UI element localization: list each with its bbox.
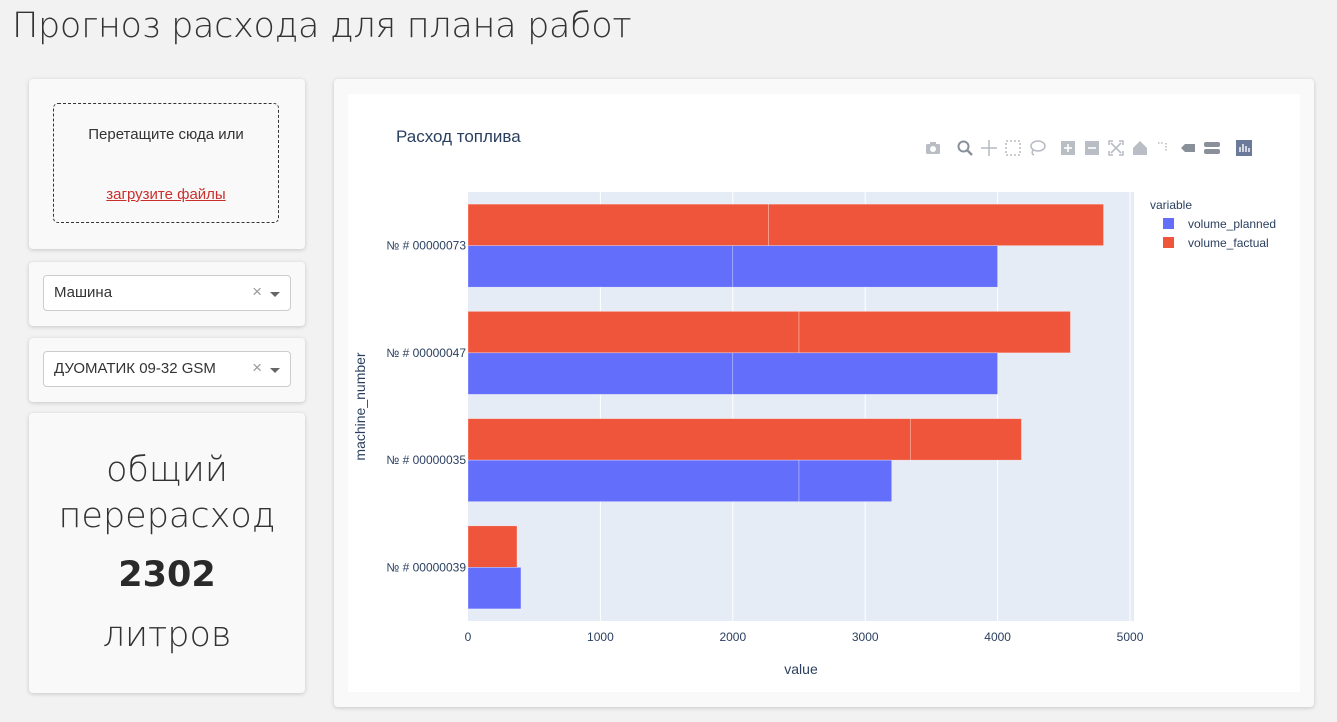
x-tick-label: 5000 — [1117, 630, 1144, 644]
bar-volume_planned-1-1 — [732, 352, 998, 395]
y-tick-label: № # 00000039 — [386, 560, 466, 574]
bar-volume_planned-2-0 — [467, 459, 800, 502]
chart-legend: variable volume_planned volume_factual — [1150, 198, 1276, 250]
home-icon[interactable] — [1131, 139, 1149, 157]
upload-files-link[interactable]: загрузите файлы — [106, 186, 226, 203]
x-axis-title: value — [784, 661, 818, 677]
machine-type-selected-value: Машина — [54, 284, 113, 301]
x-tick-label: 3000 — [852, 630, 879, 644]
zoom-out-icon[interactable] — [1083, 139, 1101, 157]
bar-volume_factual-1-0 — [467, 311, 800, 354]
legend-title: variable — [1150, 198, 1192, 212]
spike-lines-icon[interactable] — [1155, 139, 1173, 157]
dropzone-text: Перетащите сюда или — [88, 126, 244, 143]
x-tick-label: 4000 — [984, 630, 1011, 644]
camera-icon[interactable] — [924, 139, 942, 157]
hover-compare-icon[interactable] — [1203, 139, 1221, 157]
x-tick-label: 0 — [465, 630, 472, 644]
bar-volume_factual-1-1 — [798, 311, 1071, 354]
machine-type-filter-card: Машина × — [29, 262, 305, 326]
y-tick-label: № # 00000047 — [386, 346, 466, 360]
chart-container: № # 00000073 № # 00000047 № # 00000035 № # … — [348, 94, 1300, 692]
chart-title: Расход топлива — [396, 127, 521, 146]
fuel-consumption-chart[interactable]: № # 00000073 № # 00000047 № # 00000035 № # … — [348, 94, 1300, 692]
x-tick-label: 1000 — [587, 630, 614, 644]
upload-card: Перетащите сюда или загрузите файлы — [29, 79, 305, 249]
bar-volume_planned-1-0 — [467, 352, 734, 395]
bar-volume_factual-2-0 — [467, 418, 911, 461]
chart-card: № # 00000073 № # 00000047 № # 00000035 № # … — [334, 79, 1314, 707]
legend-label-volume_planned: volume_planned — [1188, 217, 1276, 231]
chevron-down-icon[interactable] — [270, 368, 280, 373]
machine-type-select[interactable]: Машина × — [43, 275, 291, 311]
legend-swatch-volume_planned — [1163, 218, 1174, 229]
box-select-icon[interactable] — [1004, 139, 1022, 157]
overspend-unit: литров — [102, 615, 232, 655]
bar-volume_planned-0-0 — [467, 245, 734, 288]
zoom-in-icon[interactable] — [1059, 139, 1077, 157]
chevron-down-icon[interactable] — [270, 292, 280, 297]
file-dropzone[interactable]: Перетащите сюда или загрузите файлы — [53, 103, 279, 223]
y-tick-label: № # 00000035 — [386, 453, 466, 467]
machine-model-filter-card: ДУОМАТИК 09-32 GSM × — [29, 338, 305, 402]
overspend-label: общий перерасход — [58, 450, 276, 536]
x-tick-label: 2000 — [719, 630, 746, 644]
clear-icon[interactable]: × — [252, 358, 262, 377]
overspend-summary-card: общий перерасход 2302 литров — [29, 413, 305, 693]
y-tick-label: № # 00000073 — [386, 239, 466, 253]
clear-icon[interactable]: × — [252, 282, 262, 301]
plotly-logo-icon[interactable] — [1235, 139, 1253, 157]
pan-icon[interactable] — [980, 139, 998, 157]
autoscale-icon[interactable] — [1107, 139, 1125, 157]
legend-label-volume_factual: volume_factual — [1188, 236, 1269, 250]
bar-volume_planned-3-0 — [467, 567, 522, 610]
overspend-value: 2302 — [118, 555, 216, 595]
bar-volume_factual-0-1 — [768, 203, 1104, 246]
y-axis-title: machine_number — [352, 352, 368, 461]
bar-volume_planned-2-1 — [798, 459, 892, 502]
machine-model-select[interactable]: ДУОМАТИК 09-32 GSM × — [43, 351, 291, 387]
machine-model-selected-value: ДУОМАТИК 09-32 GSM — [54, 360, 216, 377]
zoom-icon[interactable] — [956, 139, 974, 157]
bar-volume_planned-0-1 — [732, 245, 998, 288]
legend-swatch-volume_factual — [1163, 237, 1174, 248]
lasso-icon[interactable] — [1028, 139, 1046, 157]
bar-volume_factual-3-0 — [467, 525, 518, 568]
bar-volume_factual-0-0 — [467, 203, 769, 246]
bar-volume_factual-2-1 — [909, 418, 1022, 461]
hover-closest-icon[interactable] — [1179, 139, 1197, 157]
page-title: Прогноз расхода для плана работ — [12, 6, 632, 46]
